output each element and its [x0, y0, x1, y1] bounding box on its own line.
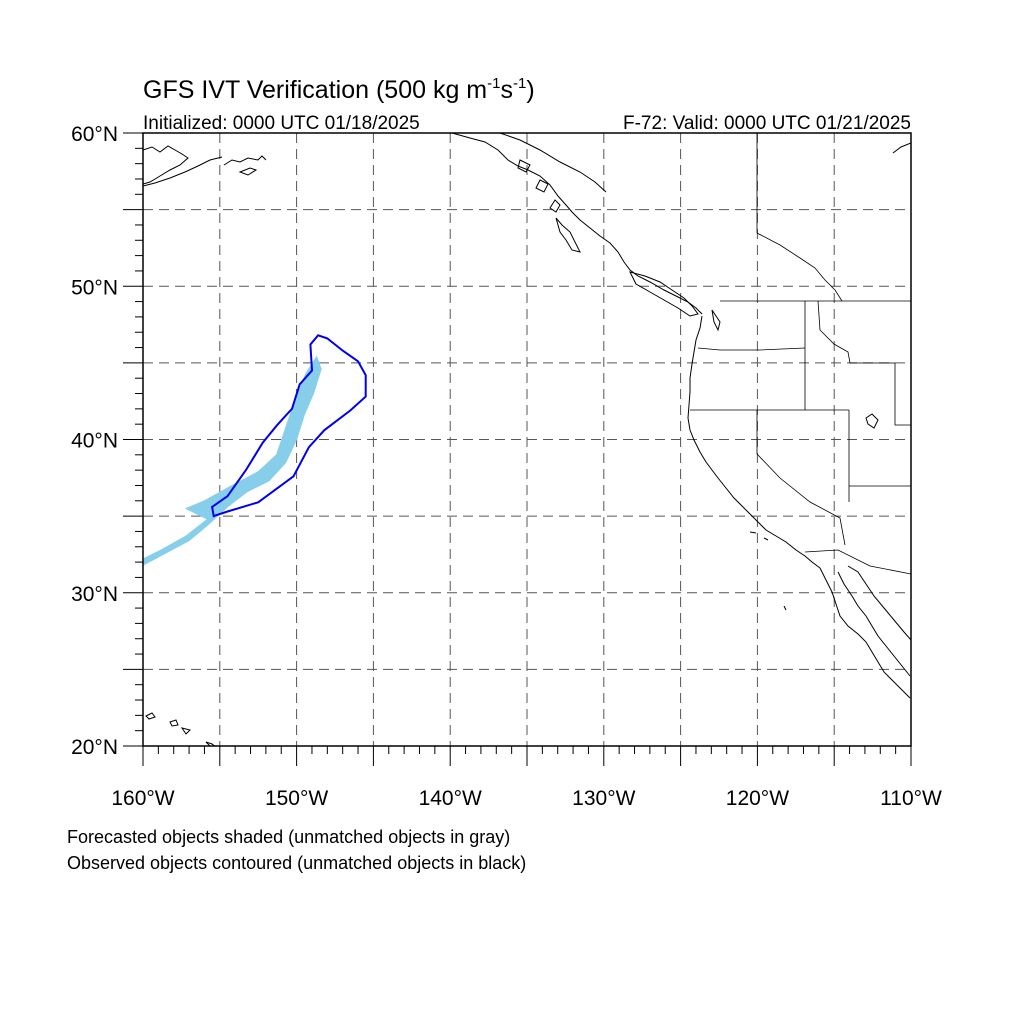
map-title: GFS IVT Verification (500 kg m-1s-1)	[143, 75, 535, 104]
ivt-objects	[143, 334, 367, 566]
panhandle-islands	[517, 159, 561, 213]
coastlines	[143, 133, 911, 746]
caption-observed: Observed objects contoured (unmatched ob…	[67, 853, 527, 873]
lat-lon-grid	[143, 133, 911, 746]
great-salt-lake	[865, 413, 879, 429]
idaho-north	[817, 300, 895, 364]
lon-label: 120°W	[726, 787, 789, 810]
lat-label: 50°N	[71, 276, 118, 299]
lat-label: 30°N	[71, 583, 118, 606]
bc-alberta-border	[756, 232, 843, 302]
alaska-islands-3	[238, 167, 258, 176]
lon-label: 150°W	[265, 787, 328, 810]
hawaii-islands	[145, 712, 216, 746]
lon-label: 110°W	[880, 787, 942, 810]
init-time-label: Initialized: 0000 UTC 01/18/2025	[143, 113, 420, 134]
title-prefix: GFS IVT Verification (500 kg m	[143, 76, 487, 104]
axis-ticks	[123, 132, 912, 766]
title-suffix: )	[526, 76, 534, 104]
us-west-coast	[687, 315, 821, 569]
valid-time-label: F-72: Valid: 0000 UTC 01/21/2025	[623, 113, 911, 134]
lat-label: 40°N	[71, 430, 118, 453]
lon-label: 140°W	[419, 787, 482, 810]
panhandle-coast	[451, 133, 703, 315]
lat-label: 60°N	[71, 123, 118, 146]
baja-west-coast	[819, 567, 911, 699]
plot-frame	[142, 132, 912, 747]
title-mid: s	[500, 76, 513, 104]
mainland-alaska-coast	[499, 133, 607, 193]
ca-nv-border	[756, 410, 846, 546]
political-borders	[690, 133, 911, 575]
observed-ivt-contour	[211, 334, 367, 518]
caption-forecast: Forecasted objects shaded (unmatched obj…	[67, 827, 511, 847]
alaska-islands-2	[223, 155, 267, 166]
haida-gwaii	[555, 217, 581, 253]
puget-sound	[711, 309, 721, 332]
axis-labels: 60°N 50°N 40°N 30°N 20°N 160°W 150°W 140°W 130°W…	[71, 123, 942, 810]
wa-or-border	[697, 347, 806, 351]
lat-label: 20°N	[71, 736, 118, 759]
vancouver-island	[629, 271, 699, 317]
us-mexico-border	[804, 549, 911, 575]
title-exp2: -1	[513, 75, 526, 92]
utah-border	[894, 363, 911, 426]
baja-east-coast	[837, 571, 911, 677]
title-exp1: -1	[487, 75, 500, 92]
mexico-mainland-coast	[847, 565, 911, 641]
lon-label: 130°W	[572, 787, 635, 810]
lon-label: 160°W	[111, 787, 174, 810]
hudson-bay-coast	[892, 142, 911, 154]
channel-islands	[749, 531, 787, 611]
forecast-ivt-object	[143, 355, 322, 566]
alaska-islands-1	[143, 156, 223, 187]
alaska-peninsula-coast	[143, 145, 189, 185]
